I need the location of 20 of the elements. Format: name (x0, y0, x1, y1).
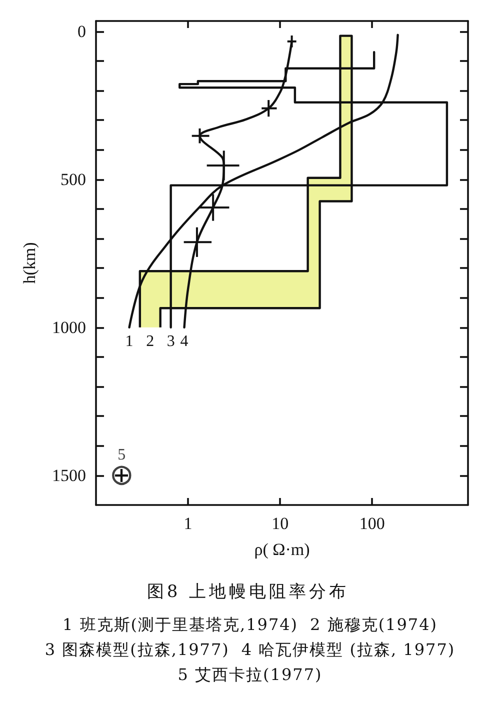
text: 1 班克斯(测于里基塔克,1974) (62, 614, 298, 636)
text: 图8 上地幔电阻率分布 (146, 581, 350, 603)
text: 5 艾西卡拉(1977) (178, 664, 322, 686)
series-label: 2 (146, 332, 154, 350)
y-tick-label: 0 (78, 22, 86, 41)
x-axis-title: ρ( Ω·m) (254, 540, 310, 559)
x-tick-label: 1 (184, 514, 192, 533)
y-tick-label: 500 (60, 170, 86, 189)
text: 4 哈瓦伊模型 (拉森, 1977) (241, 639, 456, 661)
y-axis-title: h(km) (20, 242, 39, 284)
y-tick-label: 1000 (52, 318, 86, 337)
y-tick-label: 1500 (52, 466, 86, 485)
x-tick-label: 10 (272, 514, 289, 533)
x-tick-label: 100 (359, 514, 385, 533)
series-label: 5 (118, 446, 126, 464)
series-label: 3 (166, 332, 175, 350)
text: 3 图森模型(拉森,1977) (44, 639, 230, 661)
series-label: 1 (125, 332, 134, 350)
text: 2 施穆克(1974) (310, 614, 438, 636)
series-label: 4 (180, 332, 188, 350)
